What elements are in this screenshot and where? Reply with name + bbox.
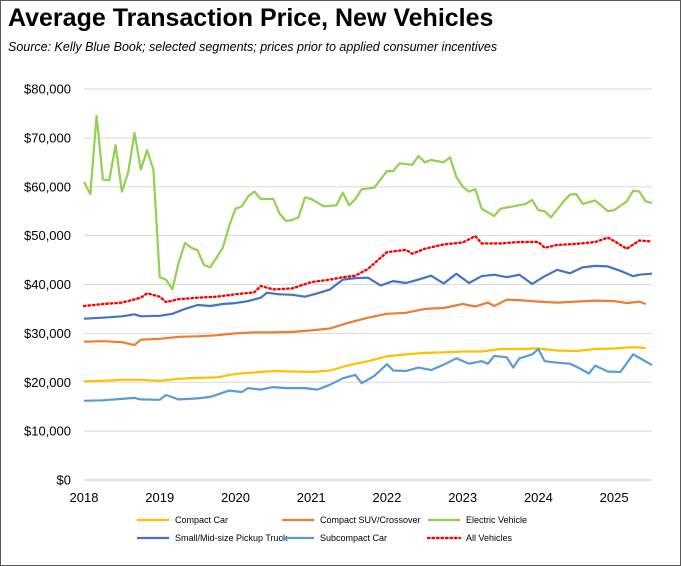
series-line: [83, 298, 647, 347]
x-tick-label: 2024: [524, 490, 553, 505]
x-tick-label: 2021: [297, 490, 326, 505]
legend-label: Electric Vehicle: [466, 515, 527, 525]
series-lines: [82, 114, 654, 402]
gridlines: [84, 88, 652, 481]
series-line: [83, 346, 646, 383]
legend: Compact Car Compact SUV/Crossover Electric…: [137, 515, 527, 543]
legend-label: Small/Mid-size Pickup Truck: [175, 533, 288, 543]
y-tick-label: $10,000: [24, 424, 71, 439]
x-tick-label: 2020: [221, 490, 250, 505]
y-tick-label: $50,000: [24, 228, 71, 243]
x-axis-tick-labels: 2018 2019 2020 2021 2022 2023 2024 2025: [70, 490, 629, 505]
y-axis-tick-labels: $0 $10,000 $20,000 $30,000 $40,000 $50,000 $60…: [24, 82, 71, 488]
x-tick-label: 2023: [448, 490, 477, 505]
page-title: Average Transaction Price, New Vehicles: [8, 4, 494, 32]
series-line: [82, 234, 654, 308]
series-line: [83, 264, 653, 320]
x-tick-label: 2025: [600, 490, 629, 505]
legend-label: All Vehicles: [466, 533, 513, 543]
y-tick-label: $0: [57, 473, 71, 488]
y-tick-label: $70,000: [24, 130, 71, 145]
legend-label: Compact SUV/Crossover: [320, 515, 421, 525]
x-tick-label: 2019: [145, 490, 174, 505]
series-line: [83, 347, 653, 402]
series-line: [83, 114, 653, 291]
legend-label: Compact Car: [175, 515, 228, 525]
y-tick-label: $40,000: [24, 277, 71, 292]
chart-subtitle: Source: Kelly Blue Book; selected segmen…: [8, 40, 498, 54]
x-tick-label: 2022: [372, 490, 401, 505]
y-tick-label: $20,000: [24, 375, 71, 390]
x-tick-label: 2018: [70, 490, 99, 505]
y-tick-label: $30,000: [24, 326, 71, 341]
y-tick-label: $80,000: [24, 82, 71, 97]
y-tick-label: $60,000: [24, 179, 71, 194]
legend-label: Subcompact Car: [320, 533, 387, 543]
